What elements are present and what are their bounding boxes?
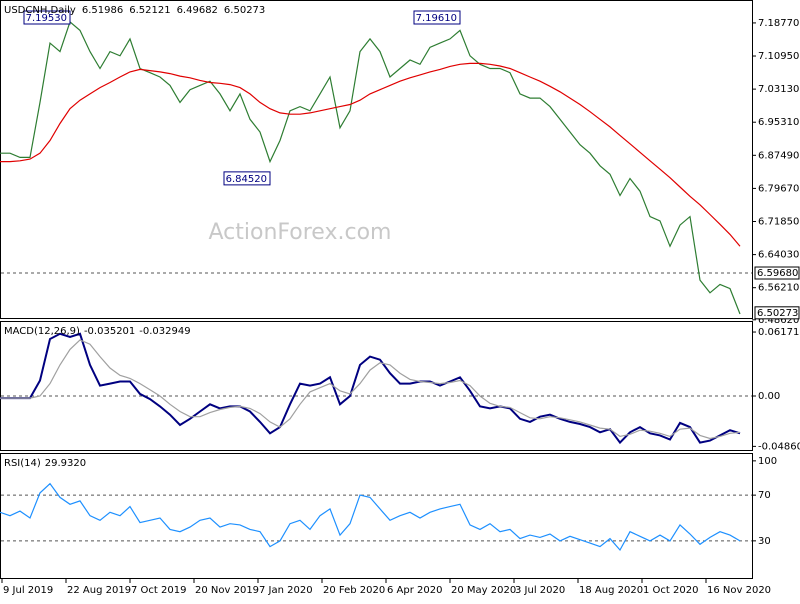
header-value: -0.035201: [84, 326, 135, 337]
x-tick-label: 3 Jul 2020: [515, 585, 565, 596]
last-price-box: [754, 306, 800, 320]
macd-panel: [0, 321, 753, 451]
x-tick-label: 20 Feb 2020: [323, 585, 385, 596]
last-price-label: 6.50273: [757, 308, 798, 319]
level-label: 6.59680: [757, 268, 798, 279]
y-tick-label: 100: [758, 456, 777, 467]
level-label-box: [754, 266, 800, 280]
header-value: 6.50273: [224, 5, 265, 16]
y-tick-label: 70: [758, 490, 771, 501]
header-value: 6.51986: [82, 5, 123, 16]
y-tick-label: 30: [758, 536, 771, 547]
x-tick-label: 22 Aug 2019: [67, 585, 131, 596]
y-tick-label: 0.00: [758, 391, 780, 402]
x-tick-label: 6 Apr 2020: [387, 585, 442, 596]
y-tick-label: 6.95310: [758, 117, 799, 128]
series-line: [0, 482, 741, 552]
header-value: -0.032949: [139, 326, 190, 337]
y-tick-label: 6.56210: [758, 283, 799, 294]
header-value: 29.9320: [45, 458, 86, 469]
y-tick-label: 6.79670: [758, 183, 799, 194]
y-tick-label: 7.03130: [758, 84, 799, 95]
price-panel: [0, 0, 753, 319]
annotation-label: 6.84520: [226, 174, 267, 185]
y-tick-label: 6.71850: [758, 217, 799, 228]
x-tick-label: 20 May 2020: [451, 585, 516, 596]
x-tick-label: 9 Jul 2019: [3, 585, 53, 596]
annotation-label: 7.19530: [26, 13, 67, 24]
y-tick-label: 6.64030: [758, 250, 799, 261]
series-line: [0, 20, 741, 315]
x-tick-label: 16 Nov 2020: [707, 585, 771, 596]
watermark: ActionForex.com: [209, 220, 392, 245]
rsi-panel: [0, 453, 753, 579]
x-tick-label: 7 Jan 2020: [259, 585, 313, 596]
header-value: 6.49682: [177, 5, 218, 16]
annotation-label: 7.19610: [416, 13, 457, 24]
header-value: MACD(12,26,9): [4, 326, 80, 337]
panel-header: USDCNH,Daily 6.51986 6.52121 6.49682 6.50273: [4, 5, 265, 16]
y-tick-label: 6.48620: [758, 315, 799, 326]
series-line: [0, 332, 741, 445]
x-tick-label: 20 Nov 2019: [195, 585, 259, 596]
header-value: 6.52121: [129, 5, 170, 16]
x-tick-label: 1 Oct 2020: [643, 585, 698, 596]
y-tick-label: 0.061719: [758, 327, 800, 338]
x-tick-label: 7 Oct 2019: [131, 585, 186, 596]
y-tick-label: 6.87490: [758, 150, 799, 161]
annotation-box: [413, 10, 461, 25]
series-line: [0, 339, 741, 440]
y-tick-label: 7.10950: [758, 51, 799, 62]
annotation-box: [23, 10, 71, 25]
panel-header: MACD(12,26,9) -0.035201 -0.032949: [4, 326, 191, 337]
header-value: USDCNH,Daily: [4, 5, 76, 16]
header-value: RSI(14): [4, 458, 41, 469]
series-line: [0, 62, 741, 247]
annotation-box: [223, 171, 271, 186]
panel-header: RSI(14) 29.9320: [4, 458, 86, 469]
y-tick-label: 7.18770: [758, 18, 799, 29]
y-tick-label: -0.048603: [758, 441, 800, 452]
x-tick-label: 18 Aug 2020: [579, 585, 643, 596]
